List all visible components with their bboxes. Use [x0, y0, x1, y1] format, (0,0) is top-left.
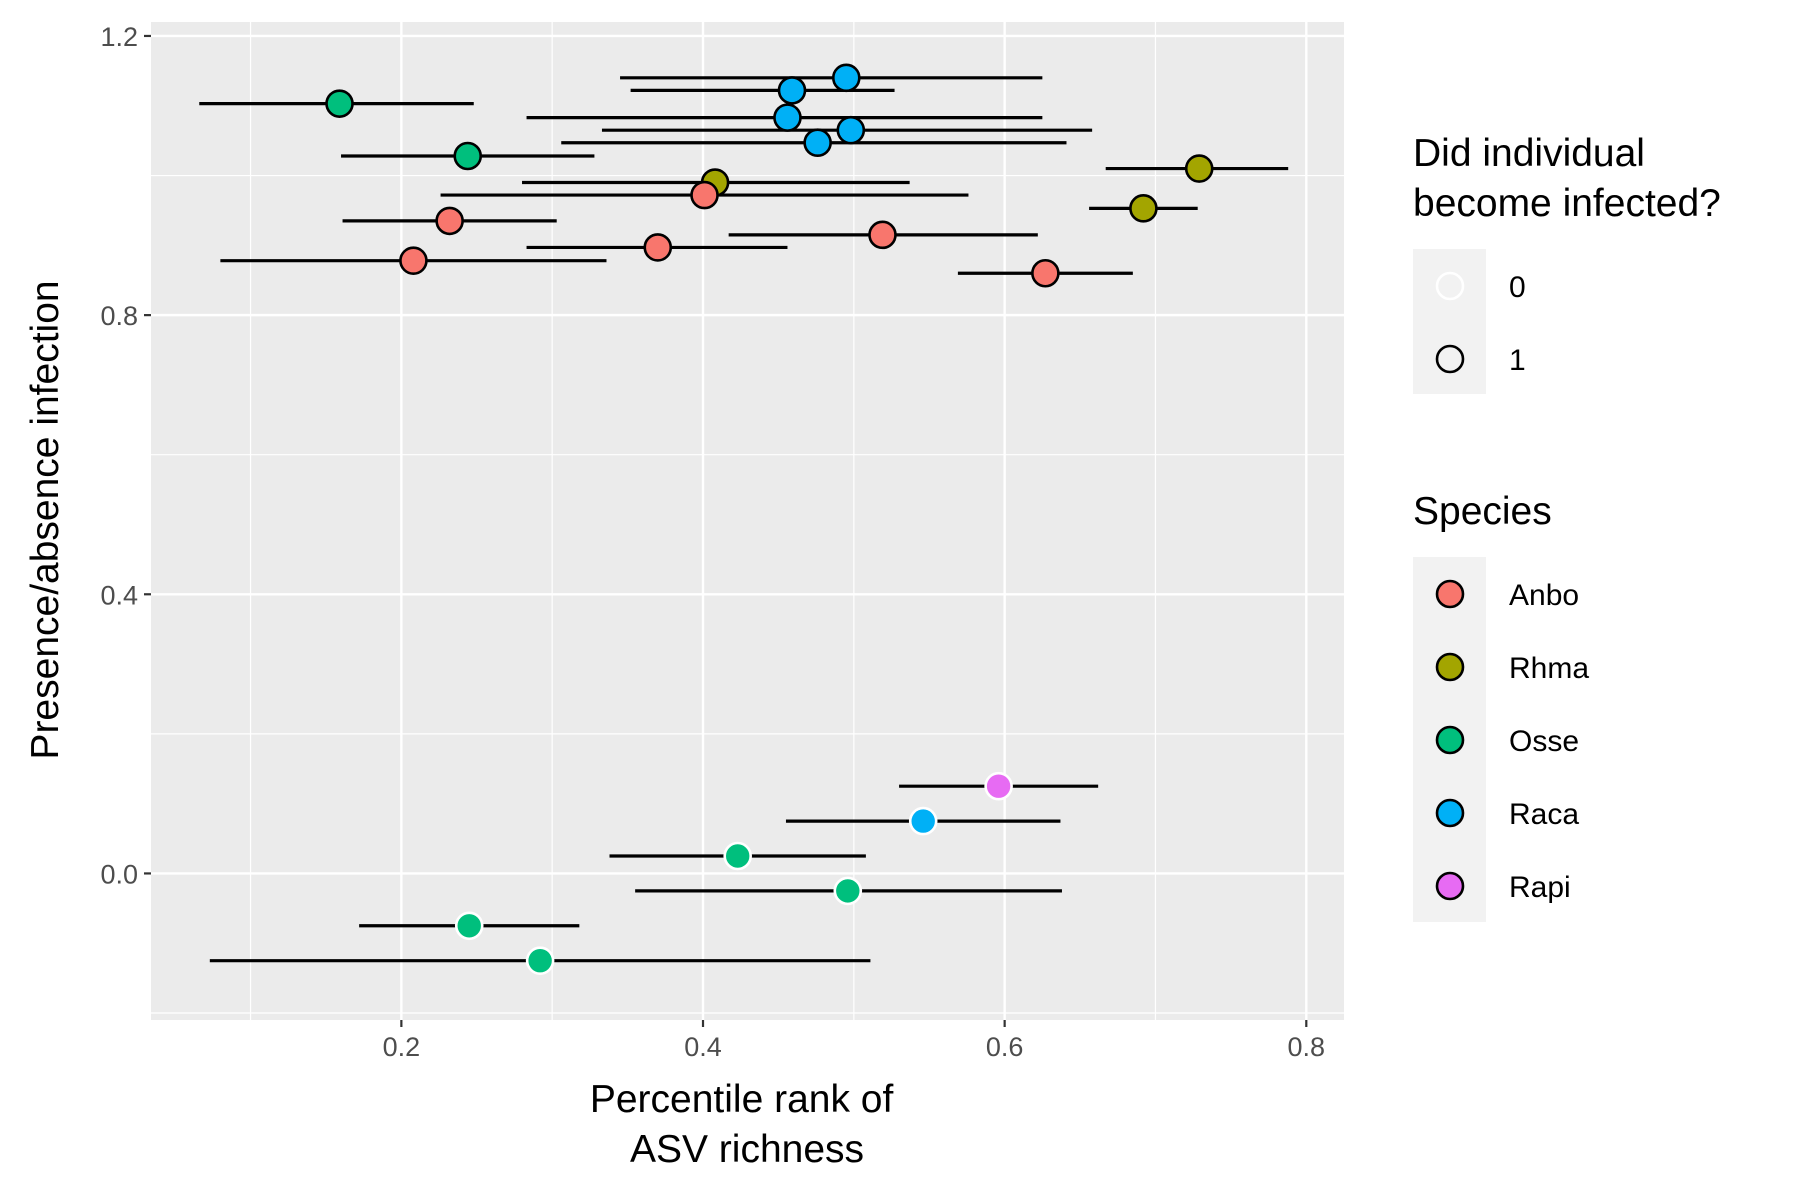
x-axis-title-line-2: ASV richness	[630, 1128, 864, 1171]
grid-major	[151, 22, 1344, 1020]
data-point-osse	[723, 841, 752, 871]
y-tick-label: 0.8	[100, 301, 138, 331]
legend-infection-key-1	[1435, 344, 1465, 374]
data-point-osse	[454, 911, 484, 941]
y-tick-label: 0.0	[100, 859, 138, 889]
y-tick-label: 0.4	[100, 580, 138, 610]
data-point-rhma	[1129, 194, 1158, 223]
data-point-anbo	[868, 220, 897, 250]
x-tick-label: 0.4	[684, 1032, 722, 1062]
legend-species-key-rhma	[1435, 652, 1465, 682]
data-point-raca	[908, 806, 938, 836]
x-tick-label: 0.6	[986, 1032, 1024, 1062]
data-point-anbo	[399, 246, 428, 275]
legends: Did individual become infected? 0 1 Species A…	[1413, 132, 1721, 922]
data-point-anbo	[435, 206, 464, 236]
legend-species-key-anbo	[1435, 579, 1465, 609]
legend-infection-title-line: become infected?	[1413, 182, 1721, 225]
panel-background	[151, 22, 1344, 1020]
data-point-raca	[831, 63, 861, 93]
data-point-osse	[833, 876, 863, 906]
legend-infection-label-0: 0	[1509, 271, 1526, 304]
legend-species-label-anbo: Anbo	[1509, 579, 1579, 612]
x-tick-label: 0.2	[383, 1032, 421, 1062]
legend-infection-key-0	[1435, 271, 1465, 301]
legend-species-label-rapi: Rapi	[1509, 871, 1571, 904]
data-point-osse	[453, 141, 483, 171]
data-point-rhma	[1184, 154, 1214, 183]
data-point-raca	[803, 128, 832, 158]
data-point-raca	[773, 103, 802, 132]
legend-species-key-osse	[1435, 725, 1465, 755]
grid-minor	[151, 22, 1344, 1020]
legend-infection-title-line: Did individual	[1413, 132, 1645, 175]
legend-species-key-rapi	[1435, 871, 1465, 901]
legend-infection-title: Did individual become infected?	[1413, 132, 1721, 225]
data-point-rapi	[984, 771, 1013, 801]
x-axis-title-line-1: Percentile rank of	[590, 1078, 894, 1121]
data-point-anbo	[690, 180, 719, 210]
data-point-anbo	[643, 233, 673, 262]
data-point-osse	[525, 946, 555, 975]
data-point-anbo	[1031, 258, 1060, 288]
legend-species-label-rhma: Rhma	[1509, 652, 1589, 685]
legend-species-key-raca	[1435, 798, 1465, 828]
legend-infection-label-1: 1	[1509, 344, 1526, 377]
legend-species-label-raca: Raca	[1509, 798, 1579, 831]
y-axis-title: Presence/absence infection	[24, 280, 67, 759]
legend-species-title-line: Species	[1413, 490, 1552, 533]
x-axis: 0.2 0.4 0.6 0.8	[383, 1020, 1325, 1062]
data-point-raca	[836, 115, 866, 145]
legend-species-title: Species	[1413, 490, 1552, 533]
data-point-raca	[777, 76, 807, 105]
data-points	[325, 63, 1214, 975]
x-tick-label: 0.8	[1288, 1032, 1326, 1062]
y-tick-label: 1.2	[100, 22, 138, 52]
x-axis-title: Percentile rank of ASV richness	[590, 1078, 904, 1171]
data-point-osse	[325, 89, 354, 118]
y-axis: 0.0 0.4 0.8 1.2	[100, 22, 151, 889]
legend-species-label-osse: Osse	[1509, 725, 1579, 758]
